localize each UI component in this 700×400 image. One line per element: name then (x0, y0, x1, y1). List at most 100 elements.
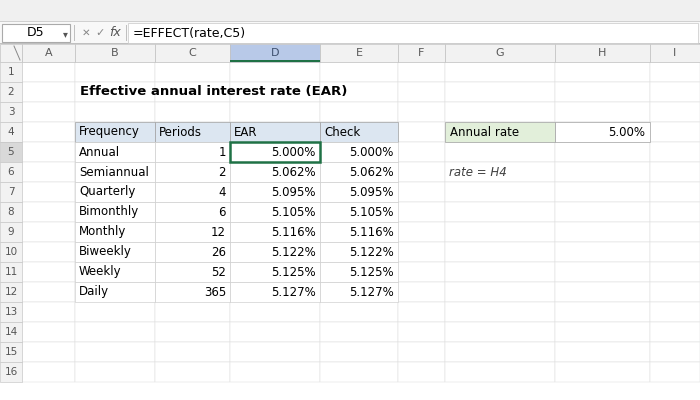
Bar (0, 282, 22, 302)
Bar (650, 342, 700, 362)
Bar (555, 44, 650, 62)
Text: 3: 3 (8, 107, 14, 117)
Bar (650, 82, 700, 102)
Bar (230, 322, 320, 342)
Bar (398, 142, 445, 162)
Text: 14: 14 (4, 327, 18, 337)
Bar (155, 122, 230, 142)
Bar (230, 302, 320, 322)
Bar (22, 302, 75, 322)
Bar (155, 44, 230, 62)
Bar (155, 362, 230, 382)
Bar (230, 162, 320, 182)
Bar (650, 122, 700, 142)
Bar (650, 242, 700, 262)
Bar (75, 122, 155, 142)
Bar (75, 282, 155, 302)
Text: 5.127%: 5.127% (272, 286, 316, 298)
Text: Semiannual: Semiannual (79, 166, 149, 178)
Bar (0, 22, 700, 44)
Bar (0, 362, 22, 382)
Bar (0, 82, 22, 102)
Bar (22, 262, 75, 282)
Bar (126, 25, 127, 41)
Bar (155, 162, 230, 182)
Bar (155, 282, 230, 302)
Bar (398, 302, 445, 322)
Bar (75, 222, 155, 242)
Text: 5.105%: 5.105% (272, 206, 316, 218)
Bar (445, 362, 555, 382)
Bar (230, 242, 320, 262)
Text: C: C (188, 48, 197, 58)
Text: Check: Check (324, 126, 360, 138)
Bar (22, 122, 75, 142)
Bar (555, 322, 650, 342)
Bar (22, 142, 75, 162)
Bar (230, 282, 320, 302)
Bar (230, 242, 320, 262)
Bar (75, 282, 155, 302)
Text: Daily: Daily (79, 286, 109, 298)
Text: 5.125%: 5.125% (272, 266, 316, 278)
Bar (398, 282, 445, 302)
Bar (0, 342, 22, 362)
Text: 12: 12 (211, 226, 226, 238)
Bar (22, 182, 75, 202)
Text: Annual rate: Annual rate (450, 126, 519, 138)
Text: 5.125%: 5.125% (349, 266, 394, 278)
Bar (555, 282, 650, 302)
Bar (398, 82, 445, 102)
Bar (230, 282, 320, 302)
Bar (320, 302, 398, 322)
Bar (320, 282, 398, 302)
Text: rate = H4: rate = H4 (449, 166, 507, 178)
Bar (555, 62, 650, 82)
Bar (230, 342, 320, 362)
Bar (230, 142, 320, 162)
Bar (75, 302, 155, 322)
Bar (75, 202, 155, 222)
Bar (155, 262, 230, 282)
Bar (22, 202, 75, 222)
Bar (445, 62, 555, 82)
Bar (75, 182, 155, 202)
Text: D: D (271, 48, 279, 58)
Bar (445, 282, 555, 302)
Bar (75, 182, 155, 202)
Bar (320, 262, 398, 282)
Text: EAR: EAR (234, 126, 258, 138)
Text: 5.095%: 5.095% (272, 186, 316, 198)
Text: Frequency: Frequency (79, 126, 140, 138)
Bar (555, 102, 650, 122)
Bar (155, 222, 230, 242)
Bar (230, 262, 320, 282)
Bar (320, 62, 398, 82)
Bar (75, 162, 155, 182)
Text: 16: 16 (4, 367, 18, 377)
Bar (320, 282, 398, 302)
Bar (445, 262, 555, 282)
Text: 6: 6 (8, 167, 14, 177)
Bar (230, 182, 320, 202)
Text: ✓: ✓ (95, 28, 105, 38)
Bar (155, 162, 230, 182)
Bar (398, 262, 445, 282)
Bar (155, 342, 230, 362)
Text: 5.127%: 5.127% (349, 286, 394, 298)
Bar (555, 342, 650, 362)
Text: E: E (356, 48, 363, 58)
Bar (555, 302, 650, 322)
Bar (230, 102, 320, 122)
Text: Annual: Annual (79, 146, 120, 158)
Bar (75, 102, 155, 122)
Bar (155, 102, 230, 122)
Text: 1: 1 (8, 67, 14, 77)
Bar (230, 44, 320, 62)
Bar (230, 142, 320, 162)
Bar (445, 142, 555, 162)
Bar (22, 282, 75, 302)
Bar (22, 342, 75, 362)
Bar (155, 202, 230, 222)
Text: 5.116%: 5.116% (272, 226, 316, 238)
